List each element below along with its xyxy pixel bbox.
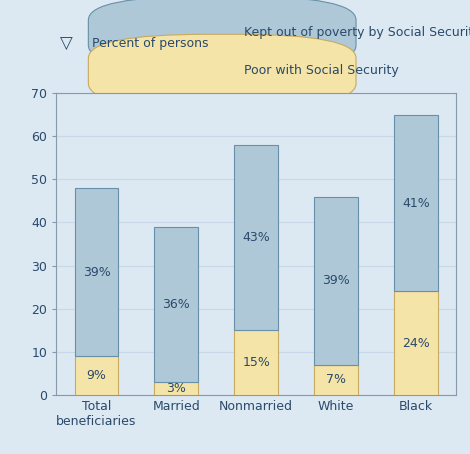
FancyBboxPatch shape [88, 35, 356, 108]
Text: 7%: 7% [326, 373, 346, 386]
Text: 39%: 39% [83, 266, 110, 279]
Bar [75, 188, 118, 356]
Bar [154, 382, 198, 395]
Text: 39%: 39% [322, 274, 350, 287]
Text: ▽: ▽ [60, 35, 73, 53]
Text: 24%: 24% [402, 337, 430, 350]
Text: 15%: 15% [242, 356, 270, 369]
Bar [394, 114, 438, 291]
Bar [314, 365, 358, 395]
Text: 43%: 43% [242, 231, 270, 244]
Text: Percent of persons: Percent of persons [92, 37, 209, 50]
Bar [234, 145, 278, 330]
Bar [234, 330, 278, 395]
Text: 9%: 9% [86, 369, 106, 382]
Text: 3%: 3% [166, 382, 186, 395]
FancyBboxPatch shape [88, 0, 356, 69]
Text: 36%: 36% [163, 298, 190, 311]
Text: Kept out of poverty by Social Security: Kept out of poverty by Social Security [244, 26, 470, 39]
Bar [314, 197, 358, 365]
Bar [75, 356, 118, 395]
Bar [154, 227, 198, 382]
Bar [394, 291, 438, 395]
Text: 41%: 41% [402, 197, 430, 210]
Text: Poor with Social Security: Poor with Social Security [244, 64, 399, 77]
